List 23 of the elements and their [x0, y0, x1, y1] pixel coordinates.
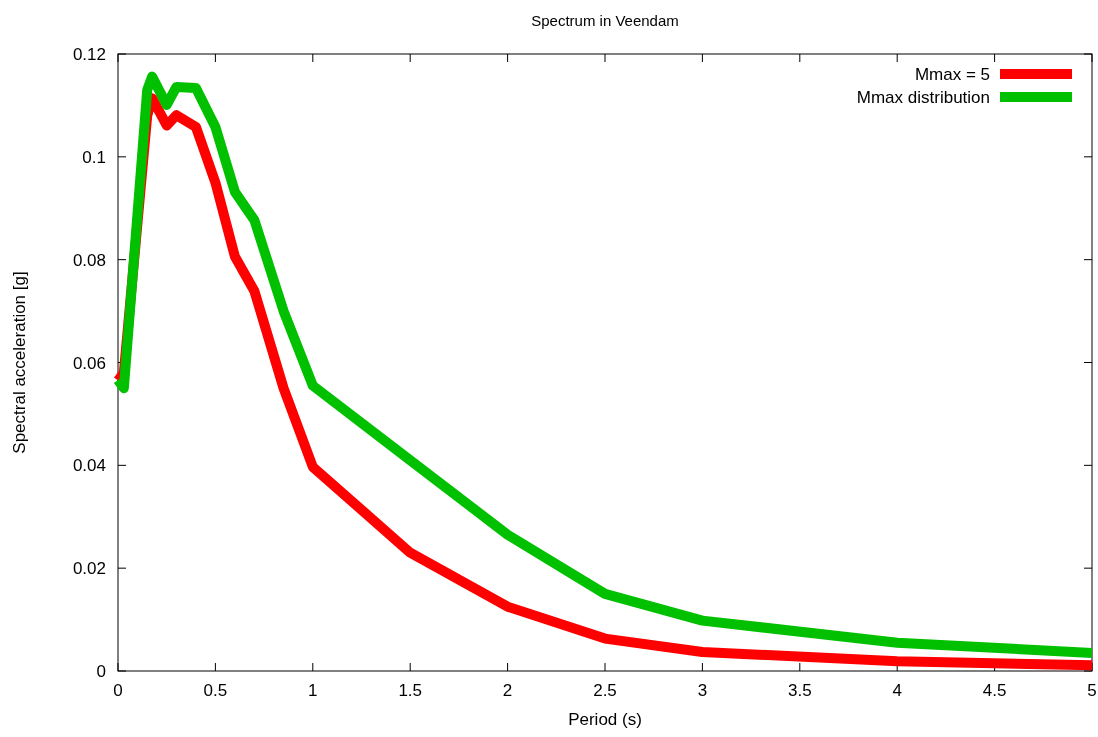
- x-tick-label: 0: [113, 681, 123, 700]
- y-tick-label: 0.02: [72, 559, 106, 579]
- chart-title: Spectrum in Veendam: [531, 12, 679, 29]
- y-tick-label: 0.08: [72, 250, 106, 270]
- y-tick-label: 0: [96, 662, 106, 681]
- y-axis-title: Spectral acceleration [g]: [10, 271, 29, 454]
- x-tick-label: 3.5: [787, 681, 812, 700]
- y-tick-label: 0.1: [82, 147, 106, 167]
- x-tick-label: 2: [502, 681, 513, 700]
- legend-label: Mmax distribution: [856, 88, 990, 107]
- x-tick-label: 2.5: [593, 681, 617, 700]
- x-tick-label: 4: [892, 681, 902, 700]
- legend-label: Mmax = 5: [914, 65, 990, 84]
- y-tick-label: 0.04: [72, 456, 106, 476]
- x-tick-label: 5: [1087, 681, 1097, 700]
- x-tick-label: 1: [308, 681, 318, 700]
- x-tick-label: 1.5: [398, 681, 423, 700]
- x-tick-label: 0.5: [203, 681, 228, 700]
- y-tick-label: 0.06: [72, 353, 106, 373]
- x-tick-label: 4.5: [982, 681, 1007, 700]
- x-tick-label: 3: [697, 681, 708, 700]
- x-axis-title: Period (s): [568, 710, 642, 729]
- y-tick-label: 0.12: [72, 45, 106, 64]
